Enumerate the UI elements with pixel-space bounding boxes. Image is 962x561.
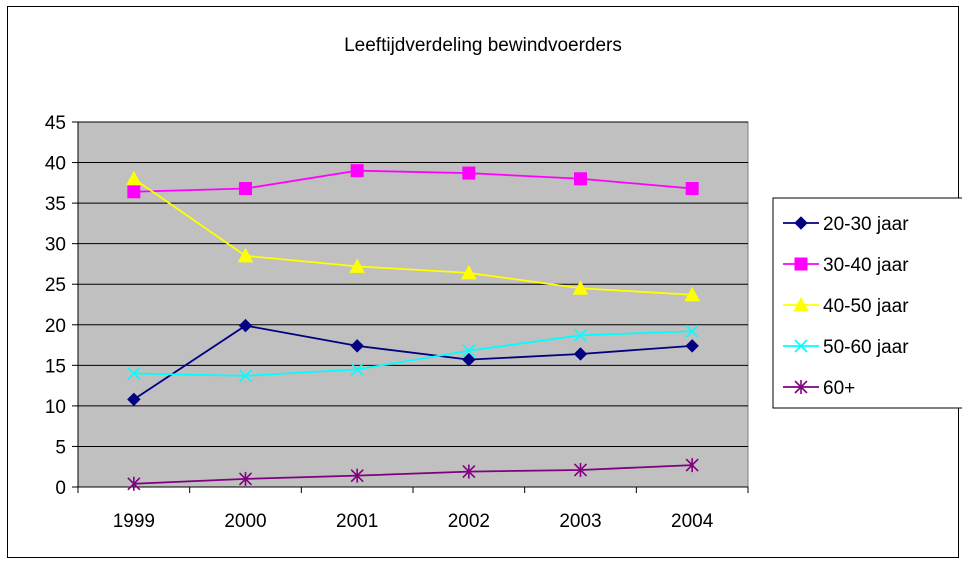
point-30-40 jaar-1999 — [127, 185, 141, 199]
series-line-30-40 jaar — [133, 169, 693, 193]
series-50-60 jaar — [127, 324, 699, 383]
x-tick-label-2000: 2000 — [224, 511, 266, 532]
point-40-50 jaar-1999 — [125, 170, 142, 186]
point-30-40 jaar-2004 — [685, 182, 699, 196]
point-60+-2002 — [462, 464, 476, 479]
x-tick-label-2001: 2001 — [336, 511, 378, 532]
y-tick-label-30: 30 — [45, 235, 66, 256]
y-tick-label-45: 45 — [45, 113, 66, 134]
point-30-40 jaar-2002 — [462, 166, 476, 180]
legend-label-30-40 jaar: 30-40 jaar — [823, 255, 909, 276]
point-50-60 jaar-1999 — [127, 366, 141, 381]
series-60+ — [127, 458, 699, 491]
legend-label-20-30 jaar: 20-30 jaar — [823, 214, 909, 235]
legend-entry-40-50 jaar: 40-50 jaar — [783, 296, 909, 317]
point-20-30 jaar-2000 — [238, 318, 253, 333]
legend-box — [772, 197, 962, 409]
legend-marker-60+ — [794, 380, 808, 394]
point-30-40 jaar-2003 — [574, 172, 587, 186]
y-tick-label-0: 0 — [55, 478, 66, 499]
legend-marker-40-50 jaar — [793, 296, 809, 312]
point-60+-2004 — [685, 458, 699, 473]
point-60+-2001 — [350, 468, 364, 483]
legend-marker-50-60 jaar — [794, 339, 808, 353]
point-20-30 jaar-1999 — [127, 392, 141, 407]
legend-marker-20-30 jaar — [794, 216, 808, 230]
y-tick-label-15: 15 — [45, 356, 66, 377]
point-40-50 jaar-2003 — [572, 280, 589, 295]
x-tick-label-2002: 2002 — [448, 511, 490, 532]
y-tick-label-20: 20 — [45, 316, 66, 337]
point-30-40 jaar-2000 — [239, 182, 252, 196]
series-line-20-30 jaar — [133, 324, 693, 401]
legend-label-40-50 jaar: 40-50 jaar — [823, 296, 909, 317]
chart-title: Leeftijdverdeling bewindvoerders — [344, 35, 622, 56]
point-40-50 jaar-2004 — [684, 286, 701, 302]
legend-entry-20-30 jaar: 20-30 jaar — [783, 214, 909, 235]
point-20-30 jaar-2003 — [573, 347, 588, 361]
legend-entry-60+: 60+ — [783, 378, 855, 399]
x-tick-label-1999: 1999 — [113, 511, 155, 532]
point-50-60 jaar-2001 — [350, 362, 364, 376]
series-30-40 jaar — [127, 164, 699, 199]
series-line-60+ — [133, 464, 693, 485]
point-50-60 jaar-2000 — [238, 369, 253, 383]
y-axis-ticks: 0 5 10 15 20 25 30 35 40 45 — [45, 113, 78, 499]
point-20-30 jaar-2002 — [462, 352, 476, 367]
legend-label-50-60 jaar: 50-60 jaar — [823, 337, 909, 358]
x-tick-label-2003: 2003 — [559, 511, 601, 532]
plot-area — [77, 121, 749, 488]
point-60+-2003 — [573, 462, 588, 477]
point-40-50 jaar-2000 — [237, 247, 254, 263]
gridlines — [78, 121, 748, 447]
series-line-50-60 jaar — [133, 330, 693, 377]
series-20-30 jaar — [127, 318, 699, 407]
x-tick-label-2004: 2004 — [671, 511, 714, 532]
point-60+-2000 — [238, 471, 253, 486]
point-20-30 jaar-2001 — [350, 339, 364, 353]
y-tick-label-10: 10 — [45, 397, 66, 418]
legend-label-60+: 60+ — [823, 378, 855, 399]
y-tick-label-5: 5 — [55, 437, 66, 458]
point-50-60 jaar-2003 — [573, 328, 588, 342]
y-tick-label-40: 40 — [45, 154, 66, 175]
point-40-50 jaar-2002 — [460, 264, 477, 280]
series-line-40-50 jaar — [133, 178, 693, 296]
x-axis-ticks: 1999 2000 2001 2002 2003 2004 — [77, 487, 749, 532]
point-50-60 jaar-2002 — [462, 344, 476, 358]
point-40-50 jaar-2001 — [349, 258, 366, 273]
legend: 20-30 jaar 30-40 jaar 40-50 jaar 50-60 jaar… — [783, 214, 909, 399]
point-30-40 jaar-2001 — [350, 164, 364, 178]
point-60+-1999 — [127, 476, 141, 491]
legend-marker-30-40 jaar — [794, 257, 808, 271]
y-tick-label-35: 35 — [45, 194, 66, 215]
series-40-50 jaar — [125, 170, 701, 302]
legend-entry-50-60 jaar: 50-60 jaar — [783, 337, 909, 358]
point-50-60 jaar-2004 — [685, 324, 699, 338]
legend-entry-30-40 jaar: 30-40 jaar — [783, 255, 909, 276]
point-20-30 jaar-2004 — [685, 339, 699, 353]
y-tick-label-25: 25 — [45, 275, 66, 296]
series-layer — [125, 164, 701, 491]
